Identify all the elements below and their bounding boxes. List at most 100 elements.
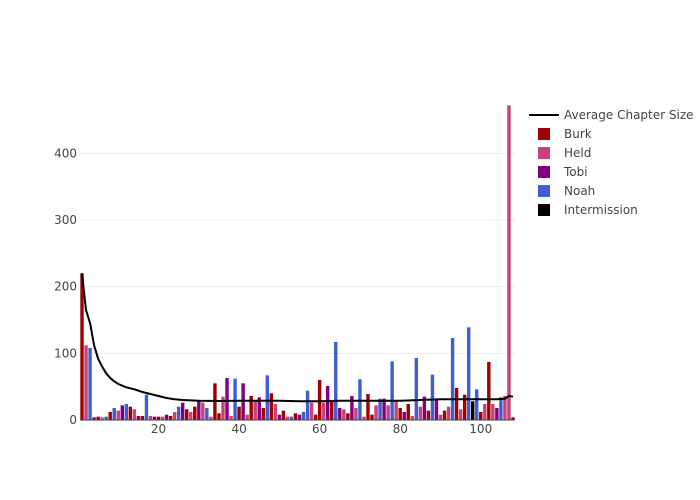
bar-held[interactable] [253, 401, 257, 420]
bar-held[interactable] [116, 410, 120, 420]
bar-noah[interactable] [499, 397, 503, 420]
bar-held[interactable] [160, 416, 165, 420]
bar-burk[interactable] [346, 413, 350, 420]
bar-burk[interactable] [398, 408, 402, 420]
bar-tobi[interactable] [382, 398, 386, 420]
bar-burk[interactable] [313, 414, 318, 420]
bar-burk[interactable] [156, 416, 161, 420]
bar-noah[interactable] [144, 394, 149, 420]
bar-held[interactable] [362, 416, 366, 420]
bar-noah[interactable] [233, 378, 237, 420]
bar-burk[interactable] [487, 362, 491, 420]
bar-burk[interactable] [330, 401, 334, 420]
bar-burk[interactable] [293, 413, 298, 420]
bar-held[interactable] [309, 402, 314, 420]
bar-noah[interactable] [430, 374, 435, 420]
bar-tobi[interactable] [325, 386, 330, 420]
bar-held[interactable] [132, 409, 137, 420]
bar-burk[interactable] [370, 414, 374, 420]
bar-tobi[interactable] [197, 401, 201, 420]
bar-tobi[interactable] [495, 408, 499, 420]
bar-held[interactable] [221, 396, 225, 420]
bar-held[interactable] [386, 405, 390, 420]
bar-noah[interactable] [124, 404, 129, 420]
bar-noah[interactable] [475, 389, 479, 420]
bar-noah[interactable] [301, 412, 306, 420]
bar-held[interactable] [321, 402, 326, 420]
bar-burk[interactable] [511, 417, 515, 420]
bar-tobi[interactable] [164, 414, 169, 420]
bar-held[interactable] [491, 404, 495, 420]
bar-held[interactable] [84, 345, 88, 420]
bar-noah[interactable] [112, 408, 116, 420]
legend-item-held[interactable]: Held [538, 146, 591, 160]
bar-noah[interactable] [390, 361, 394, 420]
bar-held[interactable] [410, 416, 415, 420]
bar-noah[interactable] [205, 408, 209, 420]
bar-burk[interactable] [269, 393, 274, 420]
legend-item-noah[interactable]: Noah [538, 184, 595, 198]
bar-burk[interactable] [426, 410, 431, 420]
bar-held[interactable] [172, 412, 177, 420]
bar-tobi[interactable] [152, 416, 157, 420]
bar-noah[interactable] [265, 375, 270, 420]
bar-burk[interactable] [317, 380, 322, 420]
bar-held[interactable] [374, 405, 378, 420]
bar-noah[interactable] [289, 416, 294, 420]
bar-tobi[interactable] [120, 405, 125, 420]
bar-noah[interactable] [358, 379, 362, 420]
bar-tobi[interactable] [225, 378, 229, 420]
bar-tobi[interactable] [350, 396, 354, 420]
bar-burk[interactable] [479, 412, 483, 420]
bar-burk[interactable] [140, 416, 145, 420]
bar-tobi[interactable] [92, 417, 96, 420]
bar-tobi[interactable] [277, 414, 282, 420]
bar-held[interactable] [148, 416, 153, 420]
bar-noah[interactable] [334, 342, 338, 420]
bar-noah[interactable] [466, 327, 471, 420]
bar-noah[interactable] [414, 358, 419, 420]
bar-tobi[interactable] [338, 408, 342, 420]
bar-burk[interactable] [128, 406, 133, 420]
bar-held[interactable] [458, 409, 463, 420]
bar-noah[interactable] [104, 416, 108, 420]
bar-held[interactable] [245, 414, 249, 420]
bar-held[interactable] [285, 416, 290, 420]
bar-burk[interactable] [217, 413, 221, 420]
bar-burk[interactable] [281, 410, 286, 420]
bar-burk[interactable] [108, 412, 112, 420]
bar-burk[interactable] [454, 388, 459, 420]
bar-burk[interactable] [237, 406, 241, 420]
bar-held[interactable] [229, 416, 233, 420]
bar-held[interactable] [483, 404, 487, 420]
bar-burk[interactable] [261, 408, 265, 420]
bar-burk[interactable] [249, 396, 253, 420]
bar-held[interactable] [438, 414, 443, 420]
bar-held[interactable] [189, 412, 193, 420]
bar-held[interactable] [201, 402, 205, 420]
bar-burk[interactable] [462, 394, 467, 420]
bar-noah[interactable] [305, 390, 310, 420]
bar-noah[interactable] [378, 398, 382, 420]
bar-held[interactable] [503, 396, 507, 420]
bar-held[interactable] [273, 404, 278, 420]
bar-held[interactable] [507, 105, 511, 420]
bar-burk[interactable] [442, 410, 447, 420]
bar-tobi[interactable] [434, 398, 439, 420]
bar-burk[interactable] [168, 416, 173, 420]
bar-noah[interactable] [450, 338, 455, 420]
legend[interactable]: Average Chapter Size Burk Held Tobi Noah Inte… [529, 108, 694, 217]
legend-item-burk[interactable]: Burk [538, 127, 592, 141]
bar-tobi[interactable] [297, 414, 302, 420]
bar-noah[interactable] [88, 348, 92, 420]
bar-tobi[interactable] [136, 416, 141, 420]
bar-held[interactable] [354, 408, 358, 420]
bar-burk[interactable] [185, 409, 189, 420]
bar-tobi[interactable] [402, 412, 406, 420]
legend-item-tobi[interactable]: Tobi [538, 165, 588, 179]
average-chapter-size-line[interactable] [81, 273, 514, 403]
bar-held[interactable] [446, 406, 451, 420]
bar-held[interactable] [418, 406, 423, 420]
bar-noah[interactable] [176, 406, 181, 420]
bar-tobi[interactable] [180, 402, 185, 420]
